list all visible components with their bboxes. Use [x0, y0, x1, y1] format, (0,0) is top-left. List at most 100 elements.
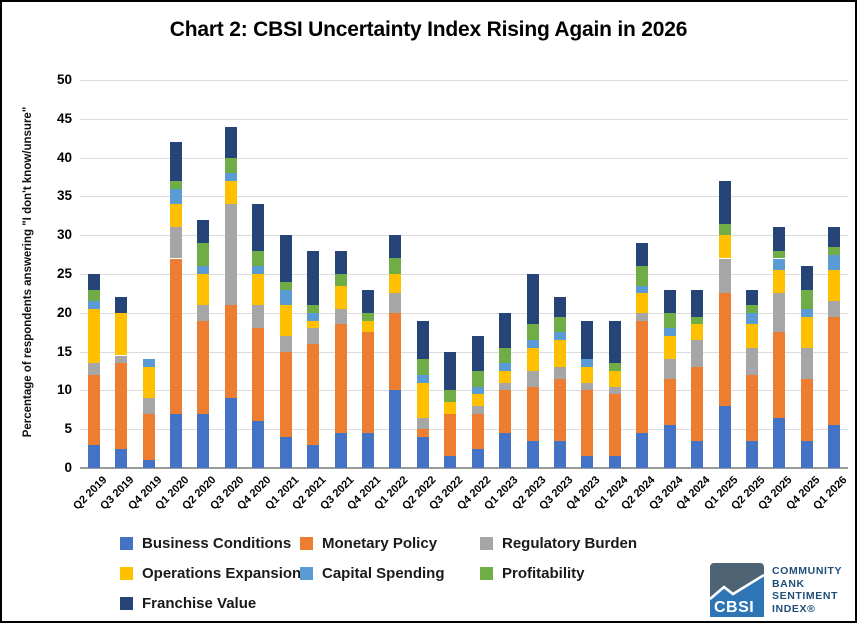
bar-segment: [746, 374, 758, 441]
bar-segment: [691, 324, 704, 340]
bar-segment: [362, 289, 374, 313]
bar-segment: [800, 347, 813, 379]
bar-segment: [526, 324, 539, 340]
bar-segment: [224, 126, 237, 158]
bar-segment: [389, 293, 402, 313]
bar-segment: [663, 378, 676, 426]
bar-segment: [416, 320, 429, 360]
bar-segment: [224, 157, 237, 174]
x-axis-line: [80, 467, 848, 469]
gridline: [80, 80, 848, 81]
logo-line: SENTIMENT: [772, 590, 839, 602]
y-tick-label: 15: [56, 343, 72, 359]
bar-segment: [279, 351, 292, 437]
bar-segment: [142, 413, 155, 461]
bar-segment: [718, 180, 731, 224]
legend-item: Operations Expansion: [120, 563, 301, 583]
bar-segment: [746, 324, 758, 348]
legend-item: Regulatory Burden: [480, 533, 637, 553]
legend-item: Business Conditions: [120, 533, 291, 553]
bar-segment: [526, 440, 539, 468]
bar-segment: [279, 281, 292, 290]
bar-segment: [800, 316, 813, 348]
plot-area: 0 5 10 15 20 25 30 35 40 45 50 Q2 2019 Q3 2019 Q4 201…: [57, 72, 850, 512]
logo-line: BANK: [772, 577, 805, 590]
bar-segment: [170, 188, 182, 205]
bar-segment: [746, 289, 758, 306]
bar-segment: [636, 433, 649, 468]
bar-segment: [636, 320, 649, 434]
svg-text:CBSI: CBSI: [714, 599, 754, 616]
legend-swatch: [120, 596, 133, 610]
gridline: [80, 118, 848, 120]
legend-label: Operations Expansion: [142, 564, 302, 582]
bar-segment: [746, 347, 758, 375]
bar-segment: [416, 359, 429, 375]
gridline: [80, 196, 848, 198]
bar-segment: [87, 301, 100, 309]
bar-segment: [773, 293, 786, 333]
bar-segment: [252, 266, 265, 274]
y-tick-label: 0: [64, 460, 72, 475]
bar-segment: [362, 433, 374, 468]
bar-segment: [170, 142, 182, 181]
bar-segment: [334, 274, 347, 286]
gridline: [80, 274, 848, 275]
bar-segment: [663, 336, 676, 360]
bar-segment: [828, 270, 841, 302]
bar-segment: [444, 402, 457, 414]
bar-segment: [197, 242, 210, 267]
bar-segment: [581, 320, 594, 360]
bar-segment: [471, 386, 484, 395]
bar-segment: [663, 359, 676, 379]
bar-segment: [307, 250, 320, 306]
bar-segment: [224, 173, 237, 181]
bar-segment: [526, 386, 539, 441]
bar-segment: [581, 382, 594, 391]
bar-segment: [252, 421, 265, 468]
bar-segment: [307, 305, 320, 313]
bar-segment: [499, 312, 512, 348]
bar-segment: [444, 390, 457, 403]
legend-swatch: [480, 566, 493, 580]
bar-segment: [252, 328, 265, 422]
bar-segment: [197, 274, 210, 306]
bar-segment: [691, 440, 704, 468]
bar-segment: [554, 367, 566, 379]
y-tick-label: 45: [56, 110, 72, 126]
bar-segment: [746, 440, 758, 468]
bar-segment: [416, 382, 429, 418]
bar-segment: [471, 413, 484, 449]
bar-segment: [334, 285, 347, 309]
bar-segment: [115, 355, 128, 364]
bar-segment: [471, 336, 484, 371]
y-tick-label: 40: [56, 149, 72, 165]
y-tick-label: 50: [56, 72, 72, 87]
bar-segment: [307, 320, 320, 329]
bar-segment: [197, 266, 210, 274]
bar-segment: [663, 289, 676, 313]
bar-segment: [554, 339, 566, 368]
y-tick-label: 30: [56, 227, 72, 243]
bar-segment: [828, 316, 841, 426]
bar-segment: [170, 227, 182, 259]
bar-segment: [389, 258, 402, 274]
bar-segment: [773, 258, 786, 271]
bar-segment: [170, 204, 182, 228]
bar-segment: [170, 258, 182, 414]
bar-segment: [526, 371, 539, 387]
legend-item: Profitability: [480, 563, 585, 583]
bar-segment: [416, 429, 429, 437]
bar-segment: [389, 235, 402, 259]
bar-segment: [389, 390, 402, 468]
bar-segment: [608, 394, 621, 457]
bar-segment: [197, 413, 210, 468]
bar-segment: [224, 180, 237, 205]
bar-segment: [115, 363, 128, 449]
gridline: [80, 157, 848, 159]
bar-segment: [279, 436, 292, 468]
bar-segment: [526, 347, 539, 371]
bar-segment: [87, 374, 100, 445]
bar-segment: [581, 390, 594, 457]
y-tick-label: 20: [56, 304, 72, 320]
